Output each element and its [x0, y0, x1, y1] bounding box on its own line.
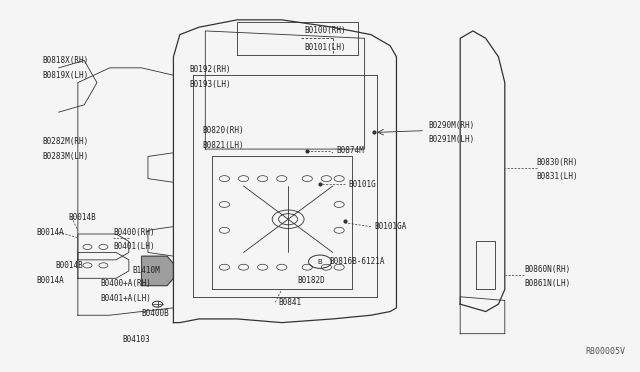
- Text: B0861N(LH): B0861N(LH): [524, 279, 570, 288]
- Text: B0192(RH): B0192(RH): [189, 65, 231, 74]
- Text: B0014B: B0014B: [56, 261, 83, 270]
- Text: B0401(LH): B0401(LH): [113, 243, 154, 251]
- Text: B0193(LH): B0193(LH): [189, 80, 231, 89]
- Text: B0014A: B0014A: [36, 276, 64, 285]
- Text: B0101G: B0101G: [349, 180, 376, 189]
- Text: B04103: B04103: [122, 335, 150, 344]
- Text: R800005V: R800005V: [586, 347, 626, 356]
- Text: B0291M(LH): B0291M(LH): [428, 135, 475, 144]
- Text: B0283M(LH): B0283M(LH): [43, 152, 89, 161]
- Text: B0841: B0841: [278, 298, 301, 307]
- Text: B0100(RH): B0100(RH): [304, 26, 346, 35]
- Text: B0400B: B0400B: [141, 309, 170, 318]
- Text: B: B: [317, 259, 323, 265]
- Text: B0818X(RH): B0818X(RH): [43, 56, 89, 65]
- Text: B0400+A(RH): B0400+A(RH): [100, 279, 151, 288]
- Text: B0182D: B0182D: [298, 276, 326, 285]
- Text: B0830(RH): B0830(RH): [537, 157, 579, 167]
- Text: B0400(RH): B0400(RH): [113, 228, 154, 237]
- Text: B0282M(RH): B0282M(RH): [43, 137, 89, 146]
- Text: B0014B: B0014B: [68, 213, 96, 222]
- Text: B0014A: B0014A: [36, 228, 64, 237]
- Text: B0831(LH): B0831(LH): [537, 172, 579, 181]
- Text: B1410M: B1410M: [132, 266, 160, 275]
- Text: B0101(LH): B0101(LH): [304, 43, 346, 52]
- Text: B0819X(LH): B0819X(LH): [43, 71, 89, 80]
- Text: B0874M: B0874M: [336, 147, 364, 155]
- Text: B0401+A(LH): B0401+A(LH): [100, 294, 151, 303]
- Text: B0816B-6121A: B0816B-6121A: [330, 257, 385, 266]
- Text: B0860N(RH): B0860N(RH): [524, 264, 570, 273]
- Text: B0290M(RH): B0290M(RH): [428, 121, 475, 129]
- Text: B0820(RH): B0820(RH): [202, 126, 244, 135]
- Text: B0821(LH): B0821(LH): [202, 141, 244, 150]
- Polygon shape: [141, 256, 173, 286]
- Text: B0101GA: B0101GA: [374, 222, 406, 231]
